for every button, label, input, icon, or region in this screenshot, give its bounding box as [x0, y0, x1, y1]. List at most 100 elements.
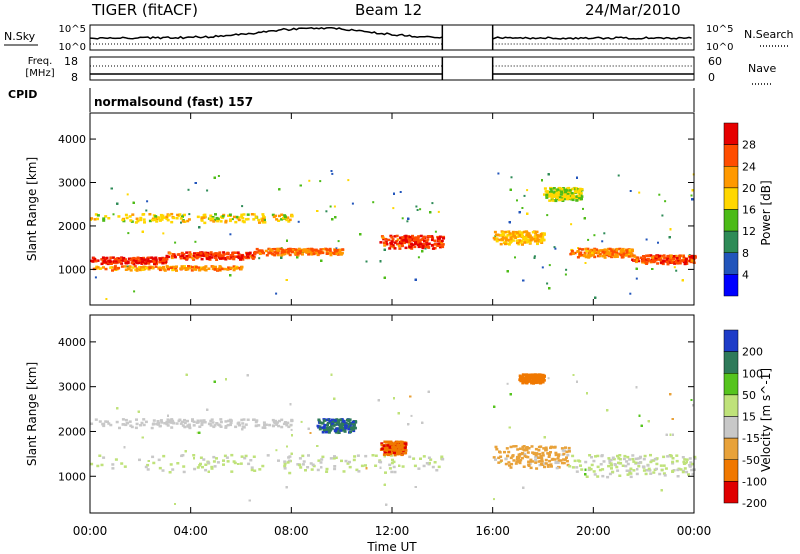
scatter-cell: [638, 191, 641, 194]
scatter-cell: [383, 248, 386, 251]
band-cell: [626, 455, 630, 459]
band-cell: [583, 253, 587, 256]
band-cell: [437, 239, 441, 242]
band-cell: [611, 248, 615, 251]
band-cell: [547, 190, 551, 194]
band-cell: [329, 252, 333, 255]
band-cell: [664, 256, 668, 260]
scatter-cell: [285, 279, 288, 281]
band-cell: [296, 251, 300, 255]
band-cell: [283, 462, 287, 466]
band-cell: [237, 266, 241, 270]
velocity-x-ticks: [89, 315, 695, 513]
band-cell: [282, 422, 286, 426]
band-cell: [166, 418, 170, 421]
band-cell: [334, 429, 337, 433]
band-cell: [596, 254, 600, 258]
noise-left-label: N.Sky: [4, 30, 36, 43]
colorbar-tick-label: -200: [742, 497, 767, 510]
band-cell: [587, 466, 591, 470]
band-cell: [647, 259, 651, 263]
band-cell: [165, 422, 169, 426]
band-cell: [160, 266, 164, 270]
band-cell: [267, 251, 271, 254]
band-cell: [224, 420, 228, 423]
band-cell: [638, 456, 642, 460]
band-cell: [341, 248, 345, 251]
band-cell: [252, 218, 256, 221]
band-cell: [140, 257, 144, 261]
band-cell: [558, 186, 561, 190]
band-cell: [563, 197, 567, 201]
band-cell: [602, 255, 605, 258]
band-cell: [152, 257, 155, 260]
band-cell: [435, 469, 439, 472]
band-cell: [151, 258, 155, 262]
band-cell: [306, 466, 310, 469]
band-cell: [92, 259, 96, 263]
scatter-cell: [576, 380, 578, 383]
band-cell: [165, 420, 169, 424]
band-cell: [652, 471, 656, 474]
band-cell: [183, 213, 186, 217]
band-cell: [181, 254, 185, 257]
scatter-cell: [377, 399, 380, 402]
band-cell: [121, 418, 125, 421]
band-cell: [175, 217, 179, 220]
scatter-cell: [185, 373, 188, 376]
band-cell: [529, 236, 533, 239]
scatter-cell: [112, 213, 115, 216]
band-cell: [98, 267, 102, 270]
band-cell: [138, 266, 142, 269]
band-cell: [509, 445, 513, 449]
band-cell: [683, 467, 687, 470]
band-cell: [621, 250, 625, 253]
band-cell: [427, 235, 431, 238]
scatter-cell: [126, 265, 129, 268]
band-cell: [391, 244, 395, 247]
band-cell: [676, 468, 680, 472]
band-cell: [656, 258, 660, 261]
band-cell: [690, 462, 694, 466]
band-cell: [555, 191, 559, 195]
band-cell: [208, 258, 212, 261]
band-cell: [321, 431, 325, 434]
band-cell: [196, 419, 200, 422]
band-cell: [229, 423, 232, 427]
band-cell: [588, 249, 592, 253]
band-cell: [172, 422, 176, 425]
band-cell: [624, 464, 628, 468]
band-cell: [150, 426, 154, 430]
band-cell: [342, 420, 346, 423]
band-cell: [619, 248, 623, 252]
band-cell: [577, 188, 581, 191]
band-cell: [279, 247, 283, 251]
y-tick-label: 2000: [58, 220, 86, 233]
band-cell: [113, 267, 117, 270]
band-cell: [257, 249, 261, 252]
band-cell: [528, 241, 532, 244]
scatter-cell: [582, 207, 584, 210]
band-cell: [217, 252, 221, 255]
band-cell: [128, 265, 132, 268]
band-cell: [577, 191, 581, 194]
band-cell: [521, 380, 525, 383]
band-cell: [492, 236, 496, 240]
scatter-cell: [372, 201, 375, 204]
band-cell: [403, 241, 406, 245]
band-cell: [197, 266, 201, 269]
band-cell: [672, 255, 676, 258]
band-cell: [585, 250, 589, 253]
band-cell: [322, 428, 326, 432]
band-cell: [280, 254, 284, 257]
band-cell: [647, 467, 651, 471]
band-cell: [539, 240, 543, 243]
band-cell: [222, 253, 226, 256]
band-cell: [507, 243, 511, 246]
band-cell: [196, 420, 200, 424]
band-cell: [681, 470, 685, 474]
band-cell: [395, 440, 399, 443]
band-cell: [577, 194, 581, 198]
band-cell: [191, 256, 195, 260]
band-cell: [589, 467, 593, 471]
